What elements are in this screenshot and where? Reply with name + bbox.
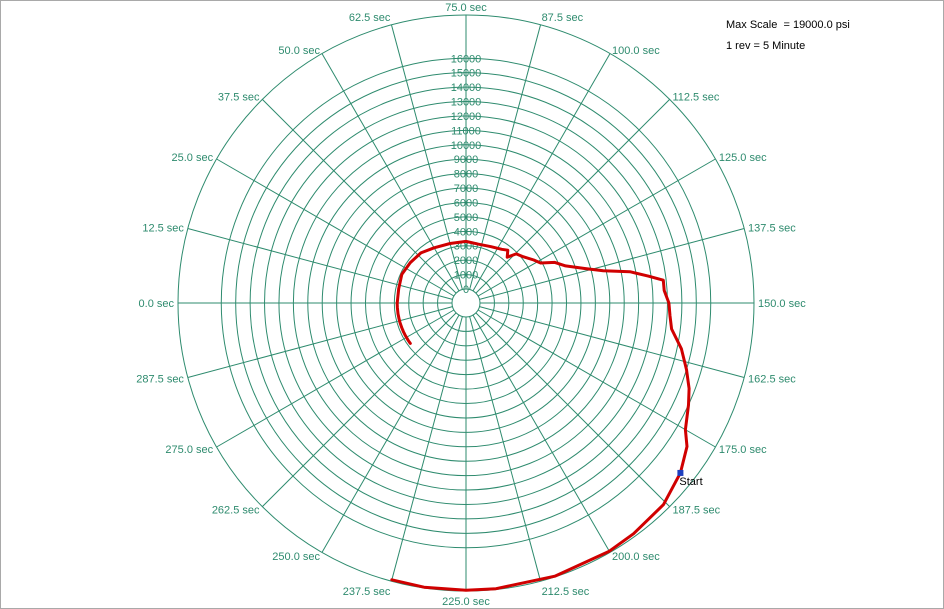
radial-tick-label: 4000 — [454, 226, 478, 238]
radial-tick-label: 15000 — [451, 68, 482, 80]
radial-tick-label: 5000 — [454, 212, 478, 224]
angle-tick-label: 125.0 sec — [719, 152, 767, 164]
grid-spoke — [472, 53, 611, 292]
radial-tick-labels: 0100020003000400050006000700080009000100… — [451, 53, 482, 296]
pressure-series — [390, 239, 691, 592]
grid-spoke — [479, 227, 745, 300]
grid-spoke — [216, 158, 455, 297]
angular-tick-labels: 0.0 sec 12.5 sec 25.0 sec 37.5 sec 50.0 sec 6… — [136, 2, 806, 608]
radial-tick-label: 0 — [463, 284, 469, 296]
start-marker — [677, 469, 684, 476]
radial-tick-label: 12000 — [451, 111, 482, 123]
angle-tick-label: 62.5 sec — [349, 12, 391, 24]
start-marker-group: Start — [677, 469, 703, 488]
angle-tick-label: 0.0 sec — [139, 298, 175, 310]
max-scale-label: Max Scale = 19000.0 psi — [726, 19, 850, 31]
angle-tick-label: 50.0 sec — [278, 45, 320, 57]
angle-tick-label: 150.0 sec — [758, 298, 806, 310]
angle-tick-label: 162.5 sec — [748, 374, 796, 386]
angle-tick-label: 275.0 sec — [165, 444, 213, 456]
grid-spoke — [321, 314, 460, 553]
series-line — [390, 471, 682, 592]
start-label: Start — [679, 476, 702, 488]
angle-tick-label: 212.5 sec — [542, 586, 590, 598]
angle-tick-label: 200.0 sec — [612, 551, 660, 563]
grid-spoke — [477, 309, 716, 448]
angle-tick-label: 112.5 sec — [672, 92, 719, 104]
angle-tick-label: 225.0 sec — [442, 596, 490, 608]
grid-spoke — [390, 24, 463, 290]
angle-tick-label: 87.5 sec — [542, 12, 584, 24]
angular-grid-spokes — [178, 15, 754, 591]
radial-tick-label: 14000 — [451, 82, 482, 94]
grid-spoke — [216, 309, 455, 448]
radial-tick-label: 13000 — [451, 97, 482, 109]
grid-spoke — [475, 312, 671, 508]
radial-tick-label: 11000 — [451, 125, 481, 137]
radial-tick-label: 6000 — [454, 197, 478, 209]
angle-tick-label: 175.0 sec — [719, 444, 767, 456]
angle-tick-label: 25.0 sec — [172, 152, 214, 164]
radial-tick-label: 8000 — [454, 169, 478, 181]
angle-tick-label: 187.5 sec — [672, 504, 720, 516]
angle-tick-label: 37.5 sec — [218, 92, 260, 104]
grid-spoke — [479, 306, 745, 379]
radial-tick-label: 7000 — [454, 183, 478, 195]
angle-tick-label: 237.5 sec — [343, 586, 391, 598]
radial-tick-label: 10000 — [451, 140, 482, 152]
grid-spoke — [469, 316, 542, 582]
grid-spoke — [390, 316, 463, 582]
grid-spoke — [472, 314, 611, 553]
angle-tick-label: 287.5 sec — [136, 374, 184, 386]
revolution-label: 1 rev = 5 Minute — [726, 40, 806, 52]
angle-tick-label: 75.0 sec — [445, 2, 487, 14]
radial-tick-label: 9000 — [454, 154, 478, 166]
grid-spoke — [261, 312, 457, 508]
grid-spoke — [321, 53, 460, 292]
series-line — [395, 239, 691, 475]
angle-tick-label: 100.0 sec — [612, 45, 660, 57]
grid-spoke — [475, 98, 671, 294]
angle-tick-label: 137.5 sec — [748, 222, 796, 234]
radial-tick-label: 2000 — [454, 255, 478, 267]
grid-spoke — [187, 227, 453, 300]
radial-tick-label: 1000 — [454, 270, 478, 282]
grid-spoke — [187, 306, 453, 379]
radial-tick-label: 16000 — [451, 53, 482, 65]
grid-spoke — [261, 98, 457, 294]
angle-tick-label: 12.5 sec — [142, 222, 184, 234]
angle-tick-label: 262.5 sec — [212, 504, 260, 516]
angle-tick-label: 250.0 sec — [272, 551, 320, 563]
grid-spoke — [477, 158, 716, 297]
